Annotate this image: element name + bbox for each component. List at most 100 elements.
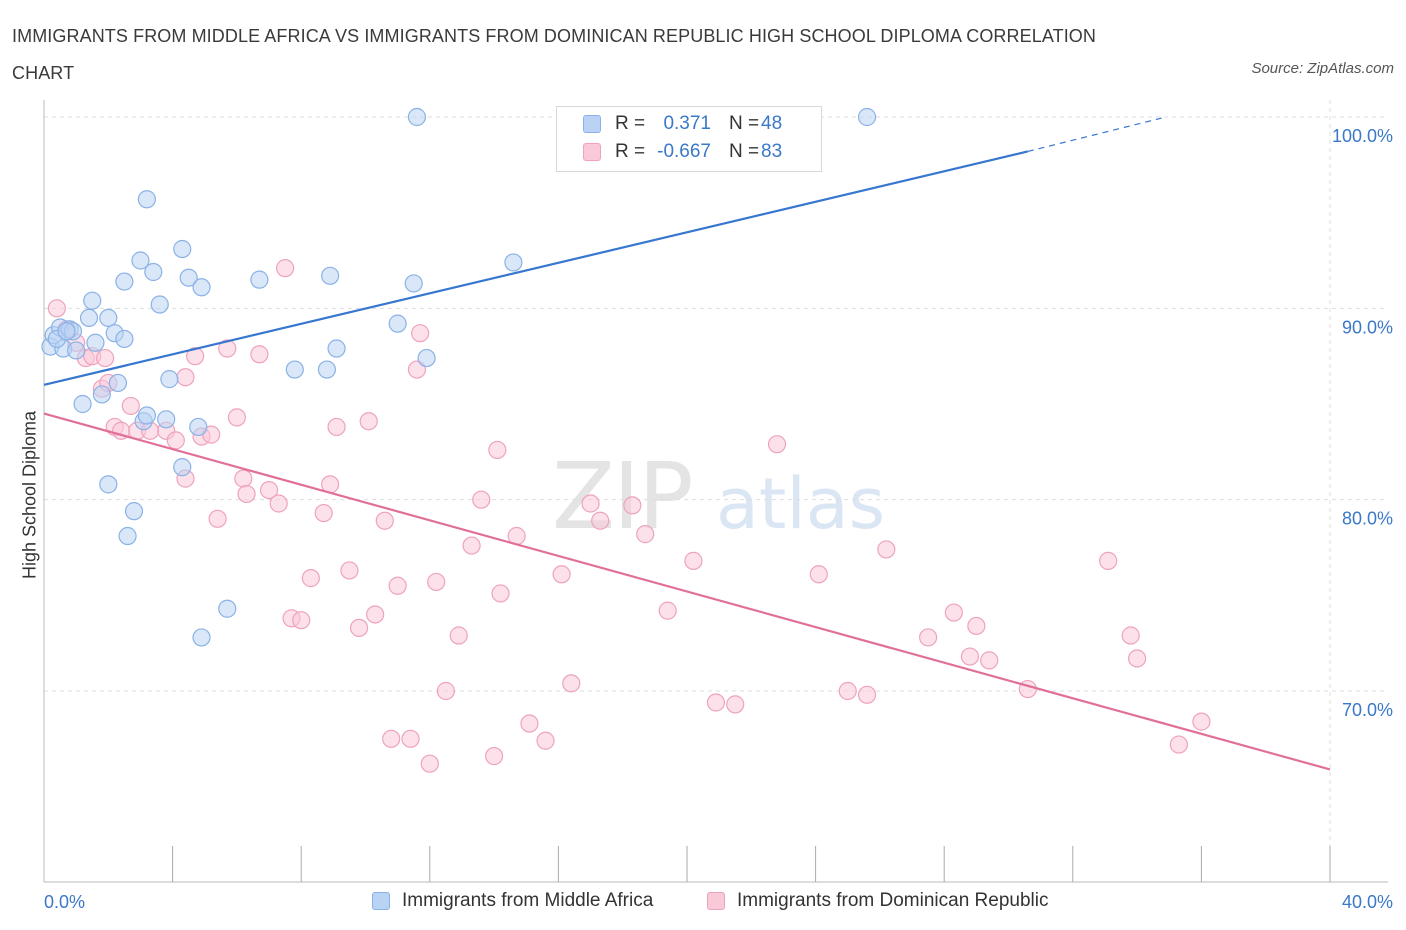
data-point-dominican-republic (1099, 551, 1118, 570)
data-point-dominican-republic (292, 611, 311, 630)
data-point-dominican-republic (411, 324, 430, 343)
data-point-dominican-republic (301, 569, 320, 588)
trend-lines (43, 116, 1331, 771)
data-point-dominican-republic (95, 348, 115, 368)
data-point-dominican-republic (462, 536, 481, 555)
legend-swatch-blue (583, 115, 601, 133)
data-point-dominican-republic (420, 754, 439, 773)
data-point-dominican-republic (382, 729, 401, 748)
data-point-dominican-republic (726, 695, 745, 714)
data-point-dominican-republic (401, 729, 420, 748)
y-tick-label: 100.0% (1332, 126, 1393, 146)
watermark-zip: ZIP (552, 443, 692, 550)
data-point-middle-africa (218, 599, 237, 618)
data-point-middle-africa (317, 360, 337, 379)
data-point-middle-africa (192, 628, 211, 647)
data-point-dominican-republic (485, 746, 504, 766)
trend-line-dominican-republic (43, 412, 1331, 771)
data-point-middle-africa (99, 475, 118, 494)
data-point-dominican-republic (1169, 735, 1188, 754)
legend-r-label: R = (615, 141, 646, 162)
y-tick-label: 90.0% (1342, 317, 1393, 337)
series-dominican-republic (47, 259, 1211, 773)
data-point-middle-africa (124, 502, 144, 521)
data-point-middle-africa (407, 107, 427, 127)
data-point-dominican-republic (581, 494, 600, 513)
legend-n-label: N = (729, 141, 760, 162)
legend-r-value: 0.371 (663, 113, 711, 134)
data-point-dominican-republic (366, 605, 385, 624)
data-point-middle-africa (285, 360, 304, 379)
legend-row-dominican-republic: R = -0.667 N = 83 (583, 140, 782, 164)
data-point-middle-africa (404, 274, 423, 293)
data-point-middle-africa (92, 385, 111, 404)
data-point-middle-africa (173, 458, 192, 477)
data-point-dominican-republic (449, 626, 468, 645)
data-point-dominican-republic (269, 494, 288, 513)
data-point-middle-africa (99, 308, 118, 327)
bottom-legend-swatch-pink (707, 892, 725, 910)
data-point-dominican-republic (388, 576, 407, 595)
data-point-dominican-republic (838, 681, 857, 701)
data-point-dominican-republic (562, 674, 581, 693)
data-point-middle-africa (504, 253, 523, 272)
trend-line-middle-africa (43, 150, 1029, 386)
data-point-dominican-republic (359, 412, 378, 431)
data-point-dominican-republic (767, 435, 787, 454)
data-point-dominican-republic (237, 484, 256, 504)
data-point-middle-africa (57, 322, 76, 341)
data-point-middle-africa (83, 291, 102, 310)
data-point-middle-africa (131, 251, 150, 270)
data-point-dominican-republic (186, 347, 205, 366)
bottom-legend-label: Immigrants from Dominican Republic (737, 890, 1049, 911)
data-point-dominican-republic (623, 496, 642, 515)
data-point-middle-africa (79, 308, 99, 327)
data-point-dominican-republic (488, 440, 507, 460)
data-point-middle-africa (115, 272, 134, 291)
data-point-dominican-republic (636, 525, 655, 544)
data-point-dominican-republic (919, 628, 938, 647)
data-point-dominican-republic (234, 469, 253, 488)
data-point-dominican-republic (250, 345, 269, 364)
legend-row-middle-africa: R = 0.371 N = 48 (583, 112, 782, 136)
data-point-middle-africa (67, 341, 86, 360)
bottom-legend-label: Immigrants from Middle Africa (402, 890, 654, 911)
legend-r-label: R = (615, 113, 646, 134)
y-tick-label: 80.0% (1342, 509, 1393, 529)
data-point-dominican-republic (536, 731, 555, 750)
data-point-dominican-republic (944, 603, 963, 622)
data-point-dominican-republic (349, 618, 369, 637)
data-point-dominican-republic (375, 511, 394, 530)
y-tick-label: 70.0% (1342, 700, 1393, 720)
bottom-legend-middle-africa: Immigrants from Middle Africa (372, 890, 653, 912)
watermark-atlas: atlas (716, 463, 885, 545)
data-point-middle-africa (115, 329, 134, 349)
x-tick-label: 40.0% (1342, 892, 1393, 912)
data-point-dominican-republic (176, 368, 195, 387)
chart-title: IMMIGRANTS FROM MIDDLE AFRICA VS IMMIGRA… (12, 26, 1097, 83)
data-point-dominican-republic (960, 647, 980, 666)
data-point-dominican-republic (121, 396, 140, 416)
data-point-middle-africa (321, 266, 340, 285)
data-point-dominican-republic (491, 584, 510, 603)
axes (43, 100, 1388, 883)
data-point-middle-africa (157, 410, 176, 429)
data-point-dominican-republic (967, 616, 986, 636)
data-point-dominican-republic (47, 299, 66, 318)
bottom-legend-swatch-blue (372, 892, 390, 910)
data-point-middle-africa (137, 406, 156, 425)
data-point-dominican-republic (218, 339, 237, 358)
data-point-dominican-republic (520, 714, 539, 733)
data-point-middle-africa (327, 339, 346, 358)
data-point-middle-africa (144, 262, 163, 282)
bottom-legend-dominican-republic: Immigrants from Dominican Republic (707, 890, 1049, 912)
data-point-dominican-republic (658, 601, 677, 620)
series-middle-africa (41, 107, 877, 647)
data-point-dominican-republic (166, 431, 185, 450)
data-point-dominican-republic (340, 561, 359, 580)
data-point-dominican-republic (208, 509, 227, 528)
data-point-middle-africa (86, 333, 105, 352)
data-point-dominican-republic (276, 259, 295, 278)
data-point-dominican-republic (1192, 712, 1211, 731)
y-axis-label: High School Diploma (19, 410, 40, 580)
